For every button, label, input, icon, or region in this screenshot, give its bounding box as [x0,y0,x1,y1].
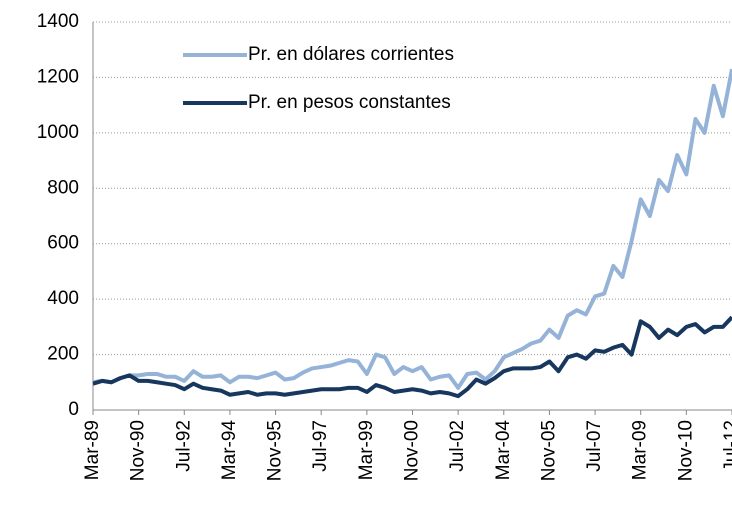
x-tick-label: Nov-00 [402,420,423,481]
x-tick-label: Jul-07 [584,420,605,472]
y-tick-label: 800 [47,177,79,198]
y-tick-label: 200 [47,344,79,365]
x-tick-label: Jul-92 [173,420,194,472]
y-tick-label: 1000 [37,122,79,143]
x-tick-label: Nov-05 [538,420,559,481]
y-tick-label: 600 [47,233,79,254]
y-tick-label: 1200 [37,66,79,87]
x-tick-label: Mar-99 [356,420,377,480]
x-tick-label: Mar-94 [219,420,240,481]
x-tick-label: Jul-97 [310,420,331,472]
x-tick-label: Mar-04 [493,420,514,481]
series-line [92,315,732,399]
x-tick-label: Jul-02 [447,420,468,472]
x-tick-label: Nov-90 [128,420,149,481]
x-tick-label: Nov-10 [675,420,696,481]
x-tick-label: Jul-12 [721,420,732,472]
x-tick-label: Nov-95 [265,420,286,481]
y-tick-label: 0 [68,399,79,420]
x-tick-label: Mar-89 [82,420,103,480]
x-tick-label: Mar-09 [630,420,651,480]
y-tick-label: 1400 [37,11,79,32]
y-tick-label: 400 [47,288,79,309]
legend-label: Pr. en dólares corrientes [248,44,454,65]
series-line [92,68,732,390]
legend-label: Pr. en pesos constantes [248,92,451,113]
